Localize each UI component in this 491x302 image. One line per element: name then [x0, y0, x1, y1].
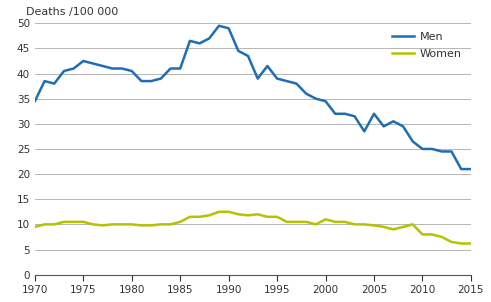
Women — [187, 215, 193, 219]
Women — [284, 220, 290, 224]
Women — [206, 214, 212, 217]
Men — [468, 167, 474, 171]
Women — [303, 220, 309, 224]
Women — [51, 223, 57, 226]
Women — [332, 220, 338, 224]
Men — [400, 124, 406, 128]
Men — [419, 147, 425, 151]
Men — [32, 99, 38, 103]
Women — [226, 210, 232, 214]
Men — [429, 147, 435, 151]
Men — [410, 140, 416, 143]
Women — [100, 223, 106, 227]
Women — [313, 223, 319, 226]
Women — [410, 223, 416, 226]
Men — [129, 69, 135, 73]
Men — [51, 82, 57, 85]
Women — [177, 220, 183, 224]
Women — [294, 220, 300, 224]
Men — [390, 120, 396, 123]
Men — [274, 77, 280, 80]
Men — [167, 67, 173, 70]
Men — [381, 124, 386, 128]
Line: Women: Women — [35, 212, 471, 243]
Women — [196, 215, 202, 219]
Line: Men: Men — [35, 26, 471, 169]
Men — [371, 112, 377, 116]
Women — [419, 233, 425, 236]
Women — [255, 213, 261, 216]
Men — [303, 92, 309, 95]
Women — [32, 225, 38, 229]
Women — [81, 220, 86, 224]
Women — [265, 215, 271, 219]
Men — [196, 42, 202, 45]
Text: Deaths /100 000: Deaths /100 000 — [26, 7, 118, 17]
Men — [61, 69, 67, 73]
Men — [449, 150, 455, 153]
Women — [400, 225, 406, 229]
Men — [158, 77, 164, 80]
Women — [274, 215, 280, 219]
Women — [216, 210, 222, 214]
Women — [245, 214, 251, 217]
Women — [90, 223, 96, 226]
Men — [245, 54, 251, 58]
Women — [42, 223, 48, 226]
Men — [216, 24, 222, 27]
Men — [187, 39, 193, 43]
Women — [109, 223, 115, 226]
Men — [148, 79, 154, 83]
Men — [323, 99, 328, 103]
Women — [323, 217, 328, 221]
Women — [71, 220, 77, 224]
Men — [284, 79, 290, 83]
Women — [458, 242, 464, 245]
Men — [81, 59, 86, 63]
Men — [138, 79, 144, 83]
Women — [138, 223, 144, 227]
Women — [342, 220, 348, 224]
Women — [167, 223, 173, 226]
Men — [206, 37, 212, 40]
Men — [226, 27, 232, 30]
Men — [265, 64, 271, 68]
Men — [439, 150, 445, 153]
Men — [255, 77, 261, 80]
Men — [458, 167, 464, 171]
Men — [352, 114, 357, 118]
Men — [235, 49, 241, 53]
Women — [61, 220, 67, 224]
Men — [119, 67, 125, 70]
Women — [352, 223, 357, 226]
Women — [361, 223, 367, 226]
Legend: Men, Women: Men, Women — [389, 29, 465, 62]
Women — [468, 242, 474, 245]
Women — [381, 225, 386, 229]
Women — [439, 235, 445, 239]
Women — [390, 228, 396, 231]
Men — [177, 67, 183, 70]
Men — [71, 67, 77, 70]
Women — [119, 223, 125, 226]
Men — [342, 112, 348, 116]
Women — [429, 233, 435, 236]
Men — [90, 62, 96, 65]
Women — [129, 223, 135, 226]
Men — [100, 64, 106, 68]
Men — [42, 79, 48, 83]
Men — [313, 97, 319, 101]
Women — [449, 240, 455, 244]
Men — [294, 82, 300, 85]
Women — [148, 223, 154, 227]
Men — [332, 112, 338, 116]
Men — [109, 67, 115, 70]
Women — [235, 213, 241, 216]
Men — [361, 130, 367, 133]
Women — [371, 223, 377, 227]
Women — [158, 223, 164, 226]
